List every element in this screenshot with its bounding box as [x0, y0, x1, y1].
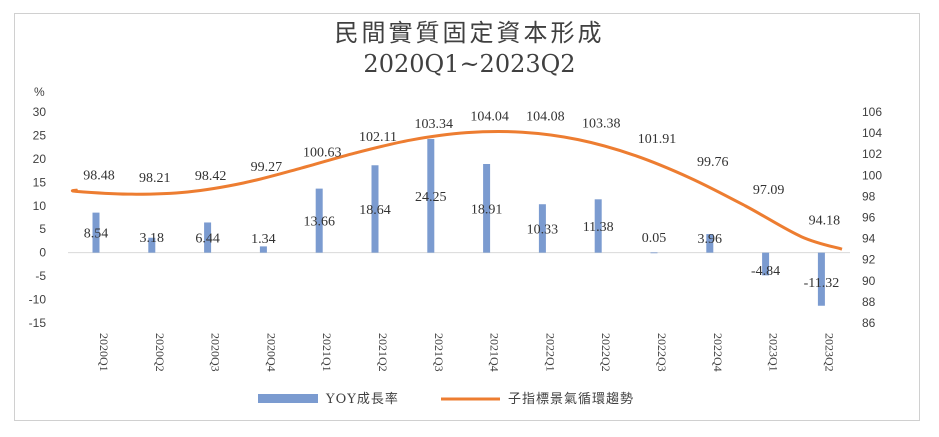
trend-value-label: 101.91 — [638, 132, 677, 147]
bar-value-label: 3.18 — [140, 231, 165, 246]
x-tick-label: 2020Q3 — [209, 333, 223, 372]
bar-2020Q4 — [259, 246, 267, 253]
bar-2022Q3 — [650, 252, 658, 254]
trend-value-label: 98.42 — [195, 169, 227, 184]
chart-subtitle: 2020Q1~2023Q2 — [363, 50, 576, 78]
x-tick-label: 2022Q1 — [543, 333, 557, 372]
bar-2021Q2 — [371, 165, 379, 253]
y-right-tick-label: 94 — [862, 232, 876, 246]
bar-2021Q4 — [483, 163, 491, 253]
bar-value-label: 0.05 — [642, 231, 667, 246]
bar-2022Q1 — [538, 204, 546, 253]
trend-value-label: 100.63 — [303, 146, 342, 161]
y-left-tick-label: 10 — [33, 199, 47, 213]
bar-value-label: 1.34 — [251, 232, 276, 247]
trend-value-label: 98.21 — [139, 171, 171, 186]
y-left-axis: 30 25 20 15 10 5 0 -5 -10 -15 — [29, 105, 47, 330]
y-right-tick-label: 90 — [862, 274, 876, 288]
y-left-tick-label: -5 — [35, 269, 46, 283]
bar-2022Q4 — [706, 234, 714, 253]
legend: YOY成長率 子指標景氣循環趨勢 — [258, 391, 634, 407]
chart-title: 民間實質固定資本形成 — [334, 19, 605, 47]
y-right-tick-label: 88 — [862, 295, 876, 309]
bar-value-label: 3.96 — [698, 232, 723, 247]
trend-value-label: 102.11 — [359, 130, 397, 145]
chart-frame — [14, 13, 920, 421]
bar-value-label: 24.25 — [415, 190, 447, 205]
bar-value-label: 6.44 — [195, 232, 220, 247]
x-tick-label: 2020Q1 — [97, 333, 111, 372]
trend-line — [70, 130, 843, 251]
bar-value-label: 10.33 — [527, 222, 559, 237]
y-left-unit: % — [34, 85, 45, 99]
x-tick-label: 2022Q4 — [711, 333, 725, 372]
x-axis: 2020Q1 2020Q2 2020Q3 2020Q4 2021Q1 2021Q2 2021… — [97, 333, 836, 372]
line-series: 98.48 98.21 98.42 99.27 100.63 102.11 103.34 10… — [70, 109, 843, 251]
legend-label-yoy: YOY成長率 — [325, 391, 399, 407]
x-tick-label: 2023Q2 — [822, 333, 836, 372]
y-left-tick-label: 15 — [33, 175, 47, 189]
x-tick-label: 2021Q4 — [488, 333, 502, 372]
trend-value-label: 104.08 — [526, 109, 565, 124]
y-left-tick-label: 5 — [39, 222, 46, 236]
y-right-tick-label: 102 — [862, 147, 882, 161]
bar-value-label: 13.66 — [303, 215, 335, 230]
y-left-tick-label: 25 — [33, 128, 47, 142]
bar-2021Q1 — [315, 188, 323, 253]
x-tick-label: 2020Q4 — [264, 333, 278, 372]
trend-value-label: 99.27 — [251, 160, 283, 175]
trend-value-label: 99.76 — [697, 155, 729, 170]
bar-2021Q3 — [427, 138, 435, 253]
x-tick-label: 2022Q2 — [599, 333, 613, 372]
y-right-tick-label: 92 — [862, 253, 876, 267]
bar-value-label: 18.91 — [471, 202, 503, 217]
x-tick-label: 2022Q3 — [655, 333, 669, 372]
y-right-tick-label: 98 — [862, 189, 876, 203]
bar-2020Q2 — [148, 237, 156, 253]
chart-title-block: 民間實質固定資本形成 2020Q1~2023Q2 — [0, 18, 939, 80]
x-tick-label: 2021Q1 — [320, 333, 334, 372]
y-right-tick-label: 96 — [862, 211, 876, 225]
y-right-tick-label: 104 — [862, 126, 882, 140]
bar-2020Q1 — [92, 212, 100, 253]
x-tick-label: 2023Q1 — [767, 333, 781, 372]
x-tick-label: 2021Q2 — [376, 333, 390, 372]
bar-2023Q1 — [762, 252, 770, 276]
bar-series: 8.54 3.18 6.44 1.34 13.66 18.64 24.25 18.91 10.3… — [84, 138, 840, 306]
trend-value-label: 98.48 — [83, 168, 115, 183]
bar-2023Q2 — [817, 252, 825, 306]
y-left-tick-label: 0 — [39, 246, 46, 260]
y-left-tick-label: -10 — [29, 293, 47, 307]
x-tick-label: 2020Q2 — [153, 333, 167, 372]
bar-value-label: 18.64 — [359, 203, 391, 218]
trend-value-label: 104.04 — [470, 110, 509, 125]
legend-label-trend: 子指標景氣循環趨勢 — [508, 392, 634, 407]
legend-swatch-yoy — [258, 394, 318, 403]
y-left-tick-label: 30 — [33, 105, 47, 119]
bar-value-label: 11.38 — [583, 220, 614, 235]
bar-value-label: 8.54 — [84, 227, 109, 242]
y-left-tick-label: -15 — [29, 316, 47, 330]
y-right-tick-label: 106 — [862, 105, 882, 119]
y-right-axis: 106 104 102 100 98 96 94 92 90 88 86 — [862, 105, 882, 330]
trend-value-label: 103.34 — [415, 117, 454, 132]
bar-2020Q3 — [204, 222, 212, 253]
y-right-tick-label: 86 — [862, 316, 876, 330]
bar-2022Q2 — [594, 199, 602, 253]
y-right-tick-label: 100 — [862, 168, 882, 182]
trend-value-label: 94.18 — [809, 214, 841, 229]
bar-value-label: -11.32 — [804, 276, 840, 291]
trend-value-label: 103.38 — [582, 117, 621, 132]
trend-value-label: 97.09 — [753, 183, 785, 198]
bar-value-label: -4.84 — [751, 264, 780, 279]
y-left-tick-label: 20 — [33, 152, 47, 166]
x-tick-label: 2021Q3 — [432, 333, 446, 372]
